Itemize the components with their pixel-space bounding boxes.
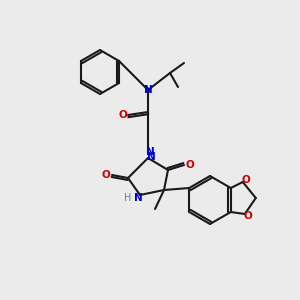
Text: N: N	[146, 147, 154, 157]
Text: O: O	[186, 160, 194, 170]
Text: H: H	[124, 193, 132, 203]
Text: O: O	[243, 211, 252, 221]
Text: O: O	[242, 175, 250, 185]
Text: N: N	[147, 152, 155, 162]
Text: N: N	[134, 193, 142, 203]
Text: N: N	[144, 85, 152, 95]
Text: O: O	[102, 170, 110, 180]
Text: O: O	[118, 110, 127, 120]
